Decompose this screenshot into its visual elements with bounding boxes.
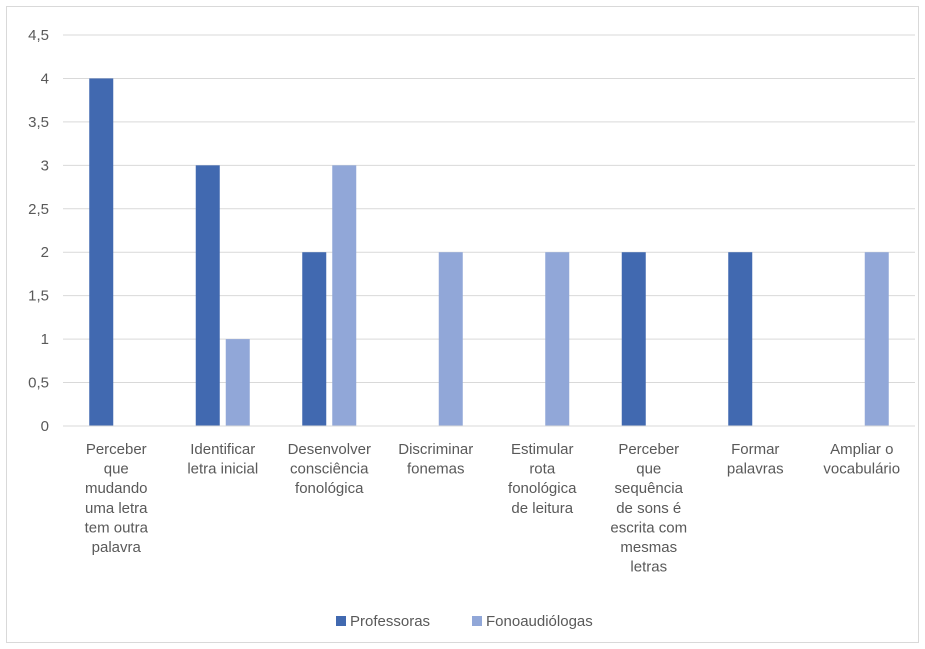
y-tick-label: 3 — [41, 157, 49, 174]
bar-professoras — [195, 165, 220, 427]
x-axis-labels: Perceber que mudando uma letra tem outra pala… — [85, 441, 901, 576]
x-category-label: Perceber que mudando uma letra tem outra pala… — [85, 441, 149, 556]
y-tick-label: 4,5 — [28, 27, 49, 44]
bar-professoras — [621, 252, 646, 426]
bar-professoras — [728, 252, 753, 426]
y-tick-label: 2 — [41, 244, 49, 261]
y-tick-label: 0 — [41, 418, 49, 435]
x-category-label: Identificar letra inicial — [187, 441, 258, 478]
x-category-label: Formar palavras — [727, 441, 784, 478]
y-axis-ticks: 0 0,5 1 1,5 2 2,5 3 3,5 4 4,5 — [28, 27, 49, 435]
bar-fonoaudiologas — [545, 252, 570, 426]
bar-fonoaudiologas — [225, 339, 250, 426]
x-category-label: Estimular rota fonológica de leitura — [508, 441, 577, 517]
gridlines — [63, 34, 915, 384]
legend-swatch — [336, 616, 346, 626]
x-category-label: Perceber que sequência de sons é escrita com… — [610, 441, 687, 576]
y-tick-label: 4 — [41, 70, 49, 87]
bar-fonoaudiologas — [438, 252, 463, 426]
x-category-label: Ampliar o vocabulário — [823, 441, 900, 478]
y-tick-label: 3,5 — [28, 114, 49, 131]
bar-fonoaudiologas — [864, 252, 889, 426]
legend-swatch — [472, 616, 482, 626]
bar-professoras — [302, 252, 327, 426]
y-tick-label: 0,5 — [28, 375, 49, 392]
y-tick-label: 1 — [41, 331, 49, 348]
legend-label: Professoras — [350, 613, 430, 630]
x-category-label: Discriminar fonemas — [398, 441, 473, 478]
legend-label: Fonoaudiólogas — [486, 613, 593, 630]
y-tick-label: 2,5 — [28, 201, 49, 218]
x-category-label: Desenvolver consciência fonológica — [288, 441, 371, 497]
y-tick-label: 1,5 — [28, 288, 49, 305]
legend: Professoras Fonoaudiólogas — [336, 613, 593, 630]
bar-professoras — [89, 78, 114, 426]
bars — [89, 78, 889, 427]
bar-fonoaudiologas — [332, 165, 357, 427]
